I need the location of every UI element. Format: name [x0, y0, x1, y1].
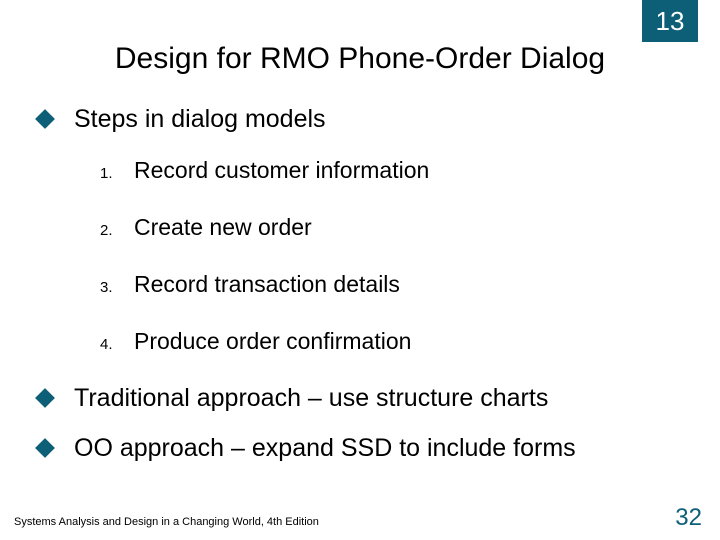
bullet-text: OO approach – expand SSD to include form… — [74, 433, 576, 464]
diamond-icon — [35, 109, 55, 129]
list-text: Produce order confirmation — [134, 328, 411, 355]
list-number: 2. — [100, 222, 134, 239]
diamond-icon — [35, 388, 55, 408]
list-text: Create new order — [134, 214, 312, 241]
bullet-item: OO approach – expand SSD to include form… — [38, 433, 690, 464]
diamond-icon — [35, 438, 55, 458]
footer-text: Systems Analysis and Design in a Changin… — [14, 516, 319, 528]
list-number: 4. — [100, 336, 134, 353]
chapter-badge: 13 — [642, 0, 698, 42]
list-number: 3. — [100, 279, 134, 296]
list-item: 3. Record transaction details — [100, 271, 690, 298]
list-item: 2. Create new order — [100, 214, 690, 241]
bullet-text: Steps in dialog models — [74, 104, 326, 135]
list-text: Record transaction details — [134, 271, 400, 298]
chapter-number: 13 — [656, 6, 685, 37]
slide-content: Steps in dialog models 1. Record custome… — [38, 104, 690, 486]
bullet-item: Traditional approach – use structure cha… — [38, 383, 690, 414]
slide-title: Design for RMO Phone-Order Dialog — [0, 42, 720, 76]
list-text: Record customer information — [134, 157, 429, 184]
bullet-text: Traditional approach – use structure cha… — [74, 383, 548, 414]
page-number: 32 — [675, 504, 702, 532]
list-item: 4. Produce order confirmation — [100, 328, 690, 355]
bullet-item: Steps in dialog models — [38, 104, 690, 135]
numbered-list: 1. Record customer information 2. Create… — [100, 157, 690, 355]
list-number: 1. — [100, 165, 134, 182]
list-item: 1. Record customer information — [100, 157, 690, 184]
